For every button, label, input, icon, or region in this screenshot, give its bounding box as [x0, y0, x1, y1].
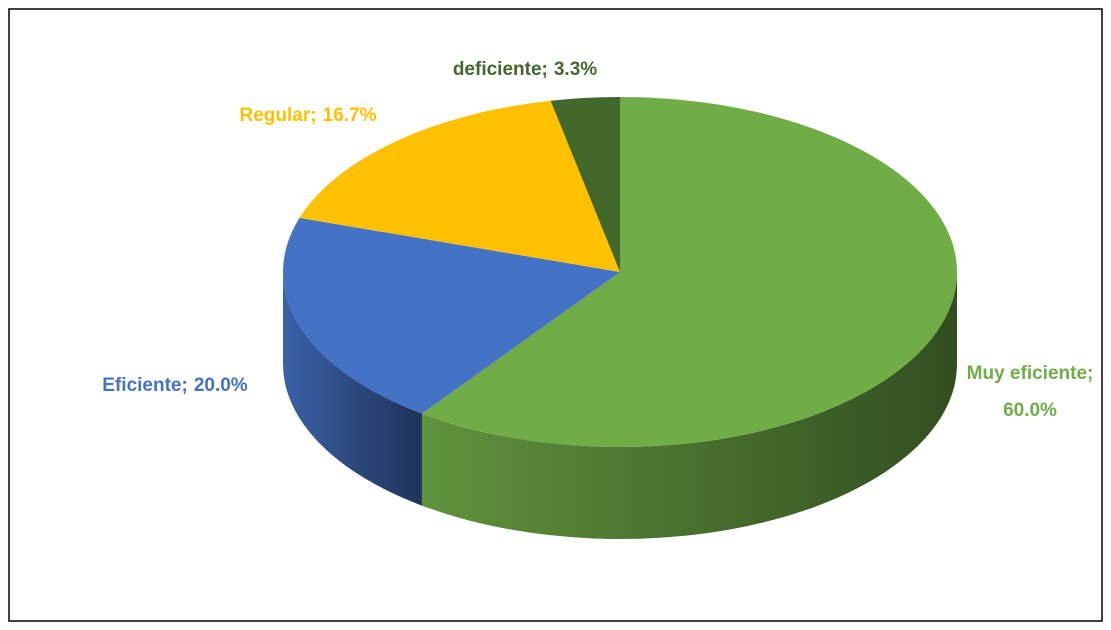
pie-tops	[283, 97, 958, 448]
data-label: Eficiente; 20.0%	[102, 375, 248, 396]
label-value: 20.0%	[194, 375, 248, 396]
slice-side-shade	[283, 272, 422, 506]
pie-sides	[283, 272, 957, 539]
label-category: Muy eficiente;	[967, 363, 1094, 384]
data-labels: Muy eficiente; 60.0% Eficiente; 20.0% Regula…	[102, 59, 1093, 421]
label-value: 3.3%	[554, 59, 597, 80]
label-category: Regular;	[240, 105, 317, 126]
slice	[299, 100, 620, 272]
slice	[283, 217, 620, 414]
data-label: Muy eficiente; 60.0%	[967, 363, 1094, 421]
label-value: 16.7%	[323, 105, 377, 126]
data-label: Regular; 16.7%	[240, 105, 377, 126]
slice	[421, 97, 958, 448]
label-category: Eficiente;	[102, 375, 188, 396]
label-value: 60.0%	[1003, 400, 1057, 421]
slice	[550, 97, 620, 272]
label-category: deficiente;	[453, 59, 548, 80]
slice-side-shade	[421, 272, 957, 539]
data-label: deficiente; 3.3%	[453, 59, 597, 80]
